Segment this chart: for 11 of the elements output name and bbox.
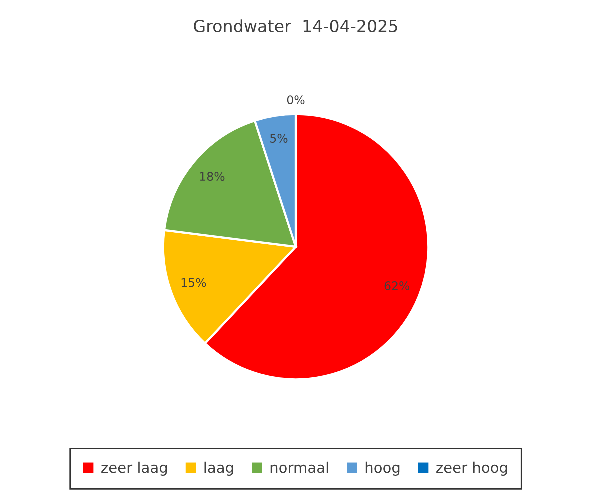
legend-label: hoog <box>366 462 400 476</box>
data-label: 15% <box>182 278 206 288</box>
data-label: 5% <box>270 134 288 143</box>
data-label: 18% <box>200 172 225 182</box>
chart-title: Grondwater 14-04-2025 <box>194 20 398 33</box>
legend-label: zeer laag <box>102 462 168 476</box>
legend-label: laag <box>204 462 234 476</box>
legend-label: normaal <box>270 462 328 474</box>
text: 0% <box>287 96 305 105</box>
legend-label: zeer hoog <box>436 462 508 476</box>
data-label: 62% <box>384 281 410 290</box>
